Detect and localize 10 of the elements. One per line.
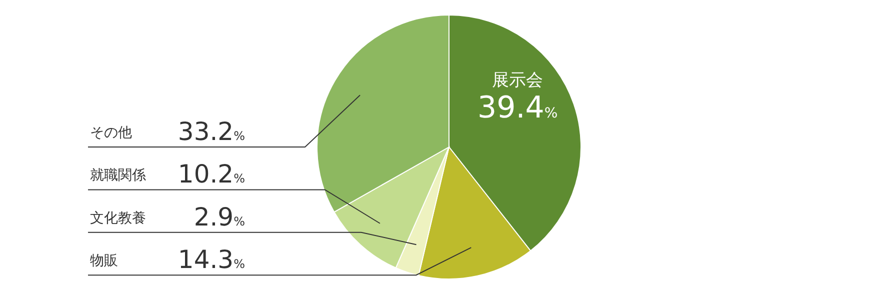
slice-label: 就職関係 (90, 168, 146, 184)
slice-label: 文化教養 (90, 210, 146, 226)
data-label: 33.2% (178, 117, 245, 146)
slice-label: 展示会 (492, 70, 544, 90)
slice-label: その他 (90, 125, 132, 141)
data-label: 14.3% (178, 245, 245, 274)
data-label: 10.2% (178, 160, 245, 189)
data-label: 39.4% (478, 90, 558, 126)
slice-label: 物販 (90, 253, 118, 270)
data-label: 2.9% (194, 202, 245, 232)
